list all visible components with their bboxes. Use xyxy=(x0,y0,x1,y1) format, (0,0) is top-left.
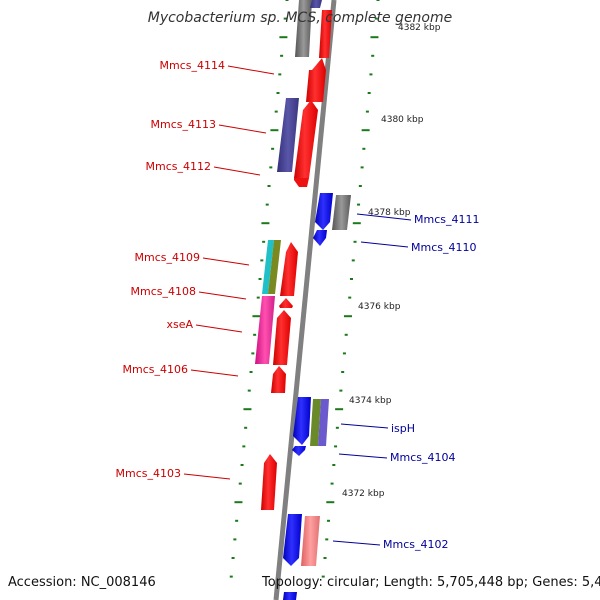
label-mmcs-4108[interactable]: Mmcs_4108 xyxy=(131,285,196,298)
kbp-mark-4380: 4380 kbp xyxy=(381,115,424,125)
gene-mmcs-4114b[interactable] xyxy=(306,58,326,102)
gene-mmcs-4111[interactable] xyxy=(315,193,333,230)
label-mmcs-4109[interactable]: Mmcs_4109 xyxy=(135,251,200,264)
gene-mmcs-4112[interactable] xyxy=(294,178,309,187)
outer-genes xyxy=(255,0,322,364)
gene-mmcs-4102[interactable] xyxy=(283,514,302,566)
gene-mmcs-4104[interactable] xyxy=(292,446,306,456)
kbp-mark-4372: 4372 kbp xyxy=(342,489,385,499)
position-ticks xyxy=(229,0,380,578)
gene-cyan-mmcs-4109[interactable] xyxy=(262,240,274,294)
topology-text: Topology: circular; Length: 5,705,448 bp… xyxy=(262,575,600,590)
gene-mmcs-4106[interactable] xyxy=(271,366,286,393)
gene-navy-mmcs-4113[interactable] xyxy=(277,98,299,172)
gene-mmcs-4113[interactable] xyxy=(294,100,318,178)
left-labels: Mmcs_4114 Mmcs_4113 Mmcs_4112 Mmcs_4109 … xyxy=(116,59,275,480)
label-mmcs-4112[interactable]: Mmcs_4112 xyxy=(146,160,211,173)
label-mmcs-4106[interactable]: Mmcs_4106 xyxy=(123,363,188,376)
gene-ishp[interactable] xyxy=(293,397,311,445)
gene-xsea[interactable] xyxy=(273,310,291,365)
kbp-mark-4378: 4378 kbp xyxy=(368,208,411,218)
gene-pink-xsea[interactable] xyxy=(255,296,275,364)
label-isph[interactable]: ispH xyxy=(391,422,415,435)
right-labels: Mmcs_4111 Mmcs_4110 ispH Mmcs_4104 Mmcs_… xyxy=(332,213,479,551)
kbp-mark-4374: 4374 kbp xyxy=(349,396,392,406)
gene-mmcs-4109[interactable] xyxy=(280,242,298,296)
label-mmcs-4110[interactable]: Mmcs_4110 xyxy=(411,241,476,254)
reverse-genes xyxy=(283,193,351,600)
forward-genes xyxy=(261,10,332,510)
map-title: Mycobacterium sp. MCS, complete genome xyxy=(147,10,453,26)
gene-mmcs-4114[interactable] xyxy=(319,10,332,58)
gene-olive-ishp[interactable] xyxy=(310,399,321,446)
gene-mmcs-4103[interactable] xyxy=(261,454,277,510)
gene-gray-mmcs-4111[interactable] xyxy=(332,195,351,230)
label-mmcs-4111[interactable]: Mmcs_4111 xyxy=(414,213,479,226)
label-mmcs-4114[interactable]: Mmcs_4114 xyxy=(160,59,225,72)
label-mmcs-4103[interactable]: Mmcs_4103 xyxy=(116,467,181,480)
label-mmcs-4104[interactable]: Mmcs_4104 xyxy=(390,451,455,464)
label-xsea[interactable]: xseA xyxy=(166,318,193,331)
gene-salmon-mmcs-4102[interactable] xyxy=(301,516,320,566)
gene-navy-top[interactable] xyxy=(310,0,322,8)
kbp-mark-4376: 4376 kbp xyxy=(358,302,401,312)
gene-mmcs-4108[interactable] xyxy=(279,298,293,308)
gene-mmcs-4110[interactable] xyxy=(313,230,327,246)
gene-olive-mmcs-4109[interactable] xyxy=(268,240,281,294)
accession-text: Accession: NC_008146 xyxy=(8,575,156,590)
gene-gray-top[interactable] xyxy=(295,0,312,57)
genome-backbone xyxy=(273,0,337,600)
label-mmcs-4102[interactable]: Mmcs_4102 xyxy=(383,538,448,551)
gene-violet-ishp[interactable] xyxy=(318,399,329,446)
gene-blue-bottom[interactable] xyxy=(283,592,297,600)
label-mmcs-4113[interactable]: Mmcs_4113 xyxy=(151,118,216,131)
kbp-mark-4382: 4382 kbp xyxy=(398,23,441,33)
